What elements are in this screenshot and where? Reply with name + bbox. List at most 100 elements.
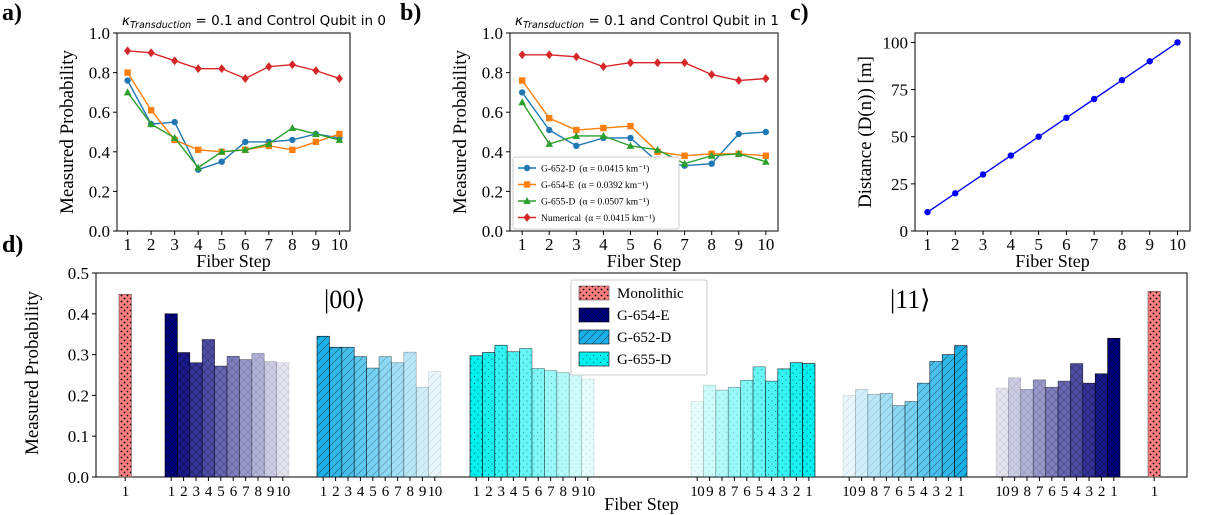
- x-tick-label: 8: [719, 484, 726, 500]
- bar-hatch-dots: [556, 372, 570, 477]
- data-point-numerical: [599, 62, 607, 72]
- data-point-numerical: [241, 74, 249, 83]
- bar-hatch-cross: [1082, 383, 1096, 477]
- data-point-g654: [600, 124, 607, 132]
- bar-hatch-dots: [494, 345, 508, 477]
- legend-alpha: (α = 0.0507 km⁻¹): [579, 197, 649, 208]
- x-tick-label: 4: [357, 484, 365, 500]
- x-tick-label: 9: [419, 484, 426, 500]
- legend-swatch-hatch: [579, 308, 609, 322]
- data-point-numerical: [312, 66, 320, 76]
- chart-title: κTransduction = 0.1 and Control Qubit in…: [122, 13, 386, 31]
- x-tick-label: 5: [1034, 235, 1043, 254]
- x-tick-label: 2: [951, 235, 960, 254]
- bar-monolithic: [1147, 291, 1161, 478]
- bar-hatch-dots: [777, 368, 791, 477]
- data-point-g655: [545, 139, 554, 147]
- x-tick-label: 9: [572, 484, 579, 500]
- x-tick-label: 7: [265, 235, 274, 254]
- x-tick-label: 8: [407, 484, 414, 500]
- x-tick-label: 5: [217, 484, 224, 500]
- x-tick-label: 5: [522, 484, 529, 500]
- data-point-numerical: [681, 58, 689, 68]
- data-point-numerical: [147, 48, 155, 58]
- data-point-distance: [952, 190, 959, 197]
- data-point-numerical: [572, 52, 580, 62]
- legend-marker-g655: [523, 197, 531, 204]
- plot-frame: [509, 32, 779, 232]
- x-tick-label: 1: [1110, 484, 1117, 500]
- data-point-distance: [1090, 95, 1098, 103]
- x-tick-label: 3: [170, 235, 179, 254]
- bar-hatch-diag: [929, 361, 943, 477]
- x-tick-label: 9: [1011, 484, 1018, 500]
- legend-entry: G-654-E (α = 0.0392 km⁻¹): [541, 180, 648, 191]
- x-tick-label: 2: [147, 235, 156, 254]
- data-point-g652: [708, 160, 715, 167]
- legend-entry: G-655-D: [617, 352, 671, 368]
- data-point-g654: [762, 152, 770, 159]
- bar-hatch-cross: [1058, 381, 1071, 477]
- title-subscript: Transduction: [130, 20, 191, 31]
- bar-hatch-dots: [740, 380, 753, 477]
- bar-hatch-cross: [264, 361, 277, 477]
- chart-d: 0.00.10.20.30.40.51 1 2 3 4 5 6 7 8 9 10 1 2 3 4 5 6 7 8 9 1…: [22, 264, 1188, 514]
- y-tick-label: 75: [891, 81, 908, 100]
- x-tick-label: 5: [756, 484, 763, 500]
- data-point-g655: [123, 88, 132, 96]
- legend-entry: G-655-D (α = 0.0507 km⁻¹): [541, 197, 649, 208]
- bar-hatch-dots: [581, 379, 594, 477]
- data-point-numerical: [518, 50, 526, 60]
- x-tick-label: 9: [312, 235, 321, 254]
- title-rest: = 0.1 and Control Qubit in 0: [191, 13, 386, 29]
- x-tick-label: 3: [979, 235, 988, 254]
- y-tick-label: 0.0: [68, 468, 89, 487]
- bar-hatch-dots: [470, 355, 483, 477]
- data-point-distance: [1118, 76, 1126, 84]
- y-tick-label: 0.4: [68, 305, 90, 324]
- bar-hatch-dots: [691, 401, 704, 477]
- data-point-numerical: [653, 58, 662, 68]
- data-point-numerical: [545, 50, 553, 60]
- bar-hatch-dots: [544, 370, 557, 477]
- bar-hatch-dots: [728, 387, 741, 477]
- y-tick-label: 1.0: [482, 24, 503, 43]
- x-tick-label: 5: [369, 484, 376, 500]
- state-label-00: |00⟩: [324, 285, 365, 314]
- data-point-numerical: [194, 64, 202, 74]
- legend-marker-g652: [523, 164, 531, 172]
- data-point-g655: [680, 159, 689, 167]
- x-tick-label: 3: [193, 484, 200, 500]
- x-tick-label: 10: [995, 484, 1009, 500]
- x-tick-label: 1: [518, 235, 527, 254]
- x-tick-label: 2: [180, 484, 187, 500]
- data-point-g655: [707, 151, 716, 159]
- y-tick-label: 0.2: [482, 182, 503, 201]
- data-point-g654: [194, 146, 202, 154]
- series-line-g652: [521, 91, 766, 167]
- x-tick-label: 1: [168, 484, 175, 500]
- legend-swatch-hatch: [579, 352, 609, 366]
- series-line-numerical: [522, 54, 766, 82]
- data-point-g652: [242, 138, 249, 146]
- series-line-g652: [126, 80, 340, 171]
- y-tick-label: 0.8: [89, 64, 110, 83]
- bar-hatch-cross: [227, 356, 240, 477]
- bar-hatch-cross: [1045, 387, 1058, 477]
- x-tick-label: 3: [498, 484, 505, 500]
- x-tick-label: 5: [626, 235, 635, 254]
- data-point-distance: [924, 208, 931, 216]
- legend-series-name: G-655-D: [541, 198, 575, 208]
- x-tick-label: 8: [871, 484, 878, 500]
- data-point-numerical: [288, 60, 296, 70]
- data-point-g654: [147, 107, 155, 114]
- x-tick-label: 9: [706, 484, 713, 500]
- x-tick-label: 6: [230, 484, 238, 500]
- x-tick-label: 1: [1151, 484, 1158, 500]
- x-tick-label: 6: [241, 235, 250, 254]
- legend-swatch-hatch: [579, 330, 609, 344]
- x-tick-label: 5: [908, 484, 915, 500]
- bar-hatch-diag: [317, 336, 330, 477]
- x-tick-label: 4: [205, 484, 213, 500]
- y-tick-label: 0.6: [482, 103, 503, 122]
